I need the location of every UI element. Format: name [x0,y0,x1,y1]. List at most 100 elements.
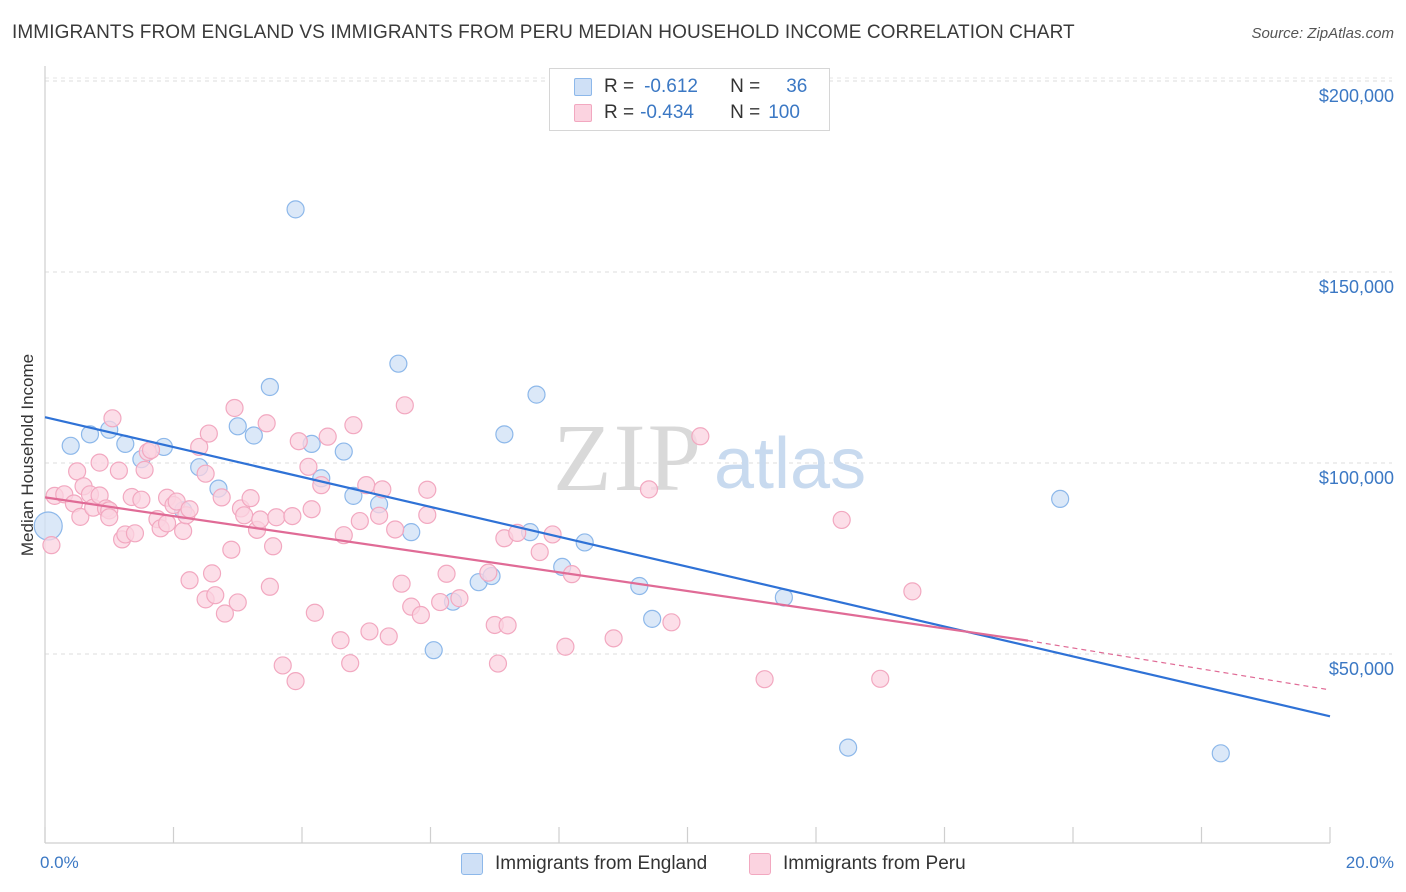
peru-point [71,507,90,526]
correlation-legend: R = -0.612 N = 36 R = -0.434 N = 100 [549,68,830,131]
peru-point [305,603,324,622]
legend-n-value: 100 [768,102,800,123]
peru-point [157,514,177,533]
peru-point [341,654,360,673]
watermark-atlas: atlas [714,424,866,504]
peru-point [691,427,710,446]
watermark-zip: ZIP [553,404,703,511]
peru-point [286,672,305,691]
peru-point [109,461,128,480]
legend-r-label: R = [604,102,635,123]
england-point [228,417,247,436]
england-point [260,377,279,397]
legend-n-label: N = [730,76,761,97]
england-point [1211,744,1230,763]
peru-point [180,571,199,590]
bottom-legend-england: Immigrants from England [461,852,707,876]
peru-point [344,416,363,435]
peru-point [360,622,379,641]
peru-point [488,654,508,673]
peru-point [903,582,922,601]
legend-n-label: N = [730,102,761,123]
peru-point [257,414,276,433]
england-point [389,354,408,373]
peru-point [604,629,623,648]
y-tick-label: $50,000 [1328,659,1394,679]
bottom-legend-swatch-peru [749,853,771,875]
peru-trend-line-extension [1027,640,1331,691]
x-tick-label-max: 20.0% [1345,853,1394,872]
y-axis-label: Median Household Income [18,353,37,557]
peru-point [370,506,389,525]
england-point [643,609,662,628]
peru-point [202,564,222,583]
peru-point [871,669,890,688]
peru-point [331,631,350,650]
england-point [334,442,353,461]
peru-point [379,627,398,646]
peru-point [260,577,279,596]
bottom-legend-label-england: Immigrants from England [495,853,708,874]
england-point [424,641,443,660]
peru-point [289,432,308,451]
england-point [527,385,546,404]
peru-point [228,593,247,612]
bottom-legend-swatch-england [461,853,483,875]
peru-point [215,604,234,623]
england-point [630,576,649,596]
peru-point [418,505,437,525]
peru-point [437,564,456,583]
peru-point [299,457,318,476]
england-point [495,425,514,444]
peru-point [498,616,517,635]
peru-point [318,427,337,446]
peru-point [212,488,231,507]
peru-point [411,605,430,625]
peru-point [386,520,405,539]
peru-point [662,613,681,632]
england-point [286,200,305,219]
peru-point [450,589,469,608]
peru-point [196,464,215,483]
peru-point [283,506,302,526]
england-point [33,511,63,541]
peru-point [103,409,122,428]
peru-point [263,537,283,556]
peru-point [90,453,109,472]
england-point [839,738,858,757]
y-tick-label: $150,000 [1318,277,1394,297]
england-point [61,436,80,455]
peru-point [135,460,154,479]
legend-swatch-peru [574,104,592,122]
peru-point [174,521,193,541]
peru-point [251,510,270,529]
peru-point [222,540,241,559]
peru-point [225,398,244,418]
england-trend-line [44,416,1331,718]
peru-point [180,500,199,519]
peru-point [206,586,225,605]
peru-point [431,592,450,612]
peru-point [530,542,549,562]
bottom-legend-peru: Immigrants from Peru [749,852,966,876]
peru-point [100,508,119,527]
peru-point [273,656,292,675]
legend-r-value: -0.612 [644,76,698,97]
y-tick-label: $100,000 [1318,468,1394,488]
peru-point [241,489,260,508]
peru-point [125,524,145,543]
chart-title: IMMIGRANTS FROM ENGLAND VS IMMIGRANTS FR… [12,22,1075,43]
england-point [80,425,100,444]
peru-point [556,637,575,656]
peru-point [199,424,218,443]
peru-point [235,506,254,525]
legend-swatch-england [574,78,592,96]
england-point [1051,489,1070,509]
legend-row-england: R = -0.612 N = 36 [574,75,807,99]
peru-point [832,510,851,530]
legend-n-value: 36 [786,76,808,97]
england-point [244,426,263,445]
bottom-legend-label-peru: Immigrants from Peru [783,853,966,874]
peru-point [418,480,437,499]
